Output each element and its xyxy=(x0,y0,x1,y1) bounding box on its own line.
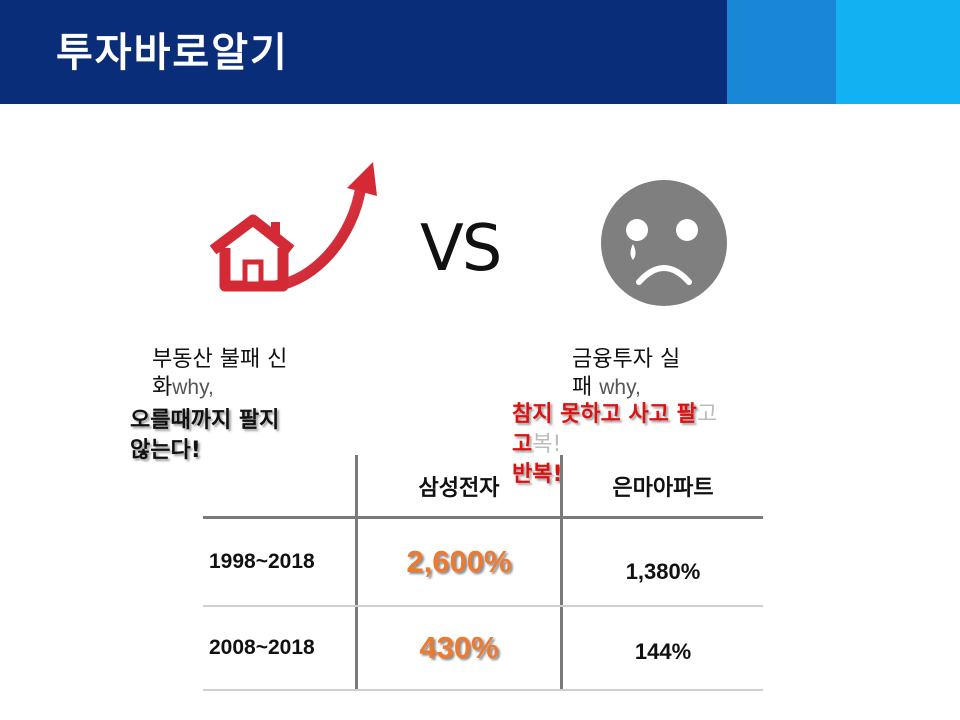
header-accent-block xyxy=(836,0,960,104)
header-accent-block xyxy=(727,0,836,104)
comparison-table: 삼성전자 은마아파트 1998~2018 2,600% 1,380% 2008~… xyxy=(203,455,763,691)
table-header-rule xyxy=(203,516,763,519)
right-caption: 금융투자 실 패 why, xyxy=(572,347,681,400)
table-divider xyxy=(560,455,563,691)
vs-label: VS xyxy=(420,212,502,286)
row-label-period: 1998~2018 xyxy=(209,550,315,573)
table-row-rule xyxy=(203,605,763,607)
samsung-return-highlight: 2,600% xyxy=(406,544,512,579)
eunma-return: 1,380% xyxy=(625,559,701,584)
left-caption: 부동산 불패 신 화why, xyxy=(152,347,288,400)
left-note: 오를때까지 팔지 않는다! xyxy=(130,408,280,463)
samsung-return-highlight: 430% xyxy=(419,630,499,665)
sad-face-icon xyxy=(601,180,727,306)
table-row-rule xyxy=(203,689,763,691)
eunma-return: 144% xyxy=(634,639,692,664)
column-header-eunma: 은마아파트 xyxy=(612,475,714,501)
right-note: 참지 못하고 사고 팔고 고복! 반복! xyxy=(512,402,718,487)
column-header-samsung: 삼성전자 xyxy=(418,475,500,501)
house-rising-arrow-icon xyxy=(209,162,377,292)
row-label-period: 2008~2018 xyxy=(209,636,315,659)
table-divider xyxy=(355,455,358,691)
header-bar: 투자바로알기 xyxy=(0,0,960,104)
page-title: 투자바로알기 xyxy=(56,30,289,76)
